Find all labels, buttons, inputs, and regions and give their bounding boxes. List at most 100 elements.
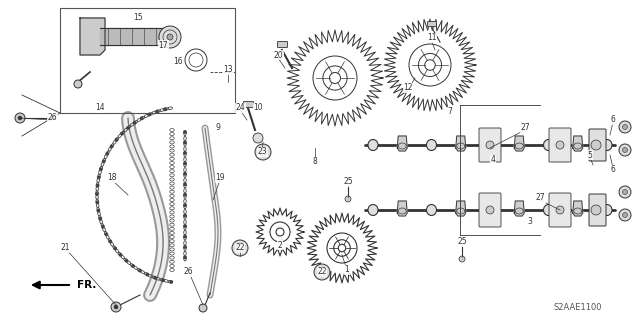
Circle shape	[199, 304, 207, 312]
Circle shape	[97, 176, 100, 179]
Circle shape	[623, 124, 627, 130]
Circle shape	[184, 194, 186, 196]
Ellipse shape	[573, 143, 582, 149]
Circle shape	[184, 173, 186, 175]
Text: 27: 27	[535, 194, 545, 203]
Bar	[60, 8, 235, 113]
FancyBboxPatch shape	[243, 101, 253, 108]
Text: 16: 16	[173, 57, 183, 66]
FancyBboxPatch shape	[479, 193, 501, 227]
Circle shape	[159, 26, 181, 48]
Circle shape	[619, 121, 631, 133]
Circle shape	[259, 149, 266, 155]
Circle shape	[110, 145, 113, 148]
Circle shape	[167, 34, 173, 40]
Text: 27: 27	[520, 123, 530, 132]
Polygon shape	[456, 136, 466, 151]
Circle shape	[97, 209, 100, 212]
Circle shape	[345, 196, 351, 202]
Circle shape	[102, 160, 105, 163]
Polygon shape	[515, 201, 524, 216]
Ellipse shape	[368, 139, 378, 151]
Text: 17: 17	[158, 41, 168, 49]
Text: 14: 14	[95, 103, 105, 113]
Text: 22: 22	[236, 243, 244, 253]
Circle shape	[591, 205, 601, 215]
Ellipse shape	[486, 206, 494, 214]
Circle shape	[170, 281, 172, 283]
Circle shape	[184, 131, 186, 133]
Text: 7: 7	[447, 108, 452, 116]
Circle shape	[623, 189, 627, 195]
Circle shape	[111, 302, 121, 312]
Text: 4: 4	[491, 155, 495, 165]
Ellipse shape	[486, 141, 494, 149]
Circle shape	[253, 133, 263, 143]
Circle shape	[184, 235, 186, 238]
Text: 2: 2	[278, 241, 282, 249]
Circle shape	[184, 256, 186, 259]
Polygon shape	[397, 136, 407, 151]
Polygon shape	[256, 208, 304, 256]
Circle shape	[184, 141, 186, 144]
Ellipse shape	[556, 206, 564, 214]
Ellipse shape	[485, 139, 495, 151]
Text: 22: 22	[317, 268, 327, 277]
Circle shape	[15, 113, 25, 123]
FancyBboxPatch shape	[549, 193, 571, 227]
Circle shape	[164, 108, 166, 110]
Circle shape	[134, 122, 136, 124]
Ellipse shape	[485, 204, 495, 216]
Circle shape	[314, 264, 330, 280]
Circle shape	[100, 168, 102, 170]
Circle shape	[115, 139, 118, 141]
Ellipse shape	[398, 208, 406, 214]
Circle shape	[619, 209, 631, 221]
Circle shape	[591, 140, 601, 150]
Text: 8: 8	[312, 158, 317, 167]
Text: 6: 6	[611, 115, 616, 124]
Text: 26: 26	[183, 268, 193, 277]
Circle shape	[105, 233, 108, 235]
Text: 24: 24	[235, 103, 245, 113]
Text: 21: 21	[60, 243, 70, 253]
Text: 11: 11	[428, 33, 436, 42]
FancyBboxPatch shape	[589, 194, 606, 226]
Circle shape	[119, 254, 122, 256]
Polygon shape	[80, 18, 105, 55]
Circle shape	[132, 265, 134, 267]
Circle shape	[623, 212, 627, 218]
Text: 15: 15	[133, 13, 143, 23]
Circle shape	[154, 277, 156, 279]
Text: 10: 10	[253, 103, 263, 113]
Polygon shape	[287, 30, 383, 126]
Circle shape	[623, 147, 627, 152]
Circle shape	[162, 279, 164, 281]
Text: 9: 9	[216, 123, 220, 132]
Circle shape	[318, 268, 326, 276]
Circle shape	[74, 80, 82, 88]
Circle shape	[109, 241, 111, 243]
Circle shape	[18, 116, 22, 120]
FancyBboxPatch shape	[549, 128, 571, 162]
Circle shape	[184, 204, 186, 206]
Circle shape	[96, 201, 99, 204]
Circle shape	[148, 113, 150, 116]
Ellipse shape	[426, 139, 436, 151]
Circle shape	[459, 256, 465, 262]
FancyBboxPatch shape	[428, 21, 436, 26]
Circle shape	[619, 144, 631, 156]
Polygon shape	[100, 28, 165, 45]
Text: 20: 20	[273, 50, 283, 60]
Text: 25: 25	[457, 238, 467, 247]
Polygon shape	[515, 136, 524, 151]
Ellipse shape	[602, 139, 612, 151]
Ellipse shape	[515, 208, 524, 214]
Circle shape	[156, 110, 158, 113]
Circle shape	[619, 186, 631, 198]
Circle shape	[184, 246, 186, 248]
FancyBboxPatch shape	[278, 41, 287, 48]
Text: S2AAE1100: S2AAE1100	[553, 303, 602, 313]
Text: 23: 23	[257, 147, 267, 157]
FancyBboxPatch shape	[589, 129, 606, 161]
